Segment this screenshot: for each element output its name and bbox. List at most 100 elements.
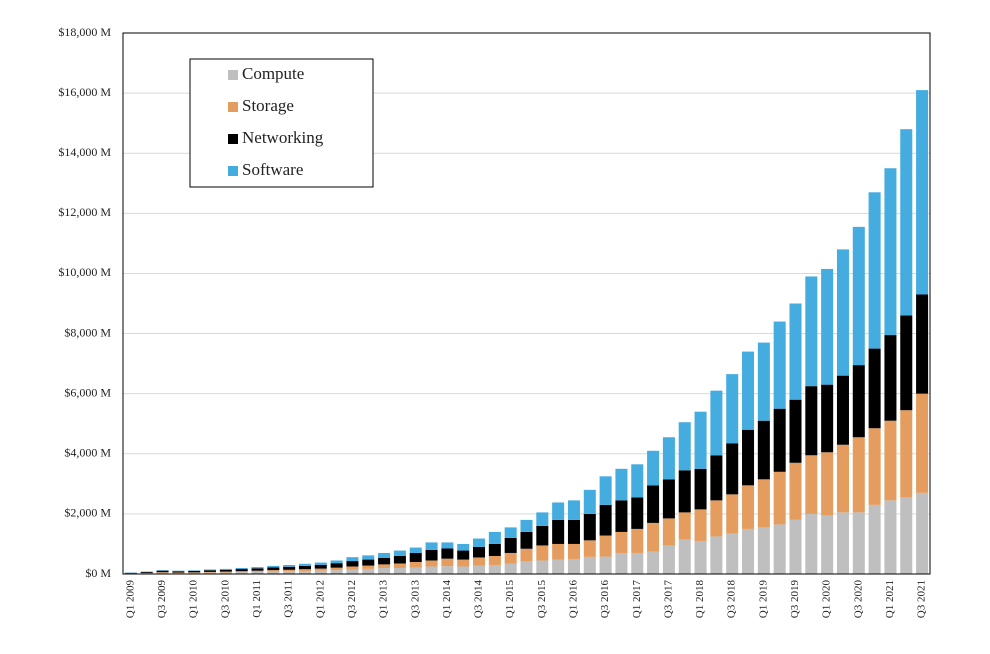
bar-segment xyxy=(631,528,644,553)
bar-segment xyxy=(852,226,865,366)
x-tick-label: Q1 2011 xyxy=(251,580,263,618)
bar-segment xyxy=(694,468,707,510)
bar-segment xyxy=(346,557,359,562)
y-tick-label: $16,000 M xyxy=(58,85,111,99)
bar-segment xyxy=(852,365,865,438)
bar-segment xyxy=(662,479,675,519)
bar-segment xyxy=(662,545,675,574)
bar-segment xyxy=(599,556,612,574)
x-tick-label: Q3 2013 xyxy=(409,580,421,619)
bar-segment xyxy=(520,531,533,549)
bar-segment xyxy=(900,315,913,411)
bar-segment xyxy=(742,351,755,430)
bar-segment xyxy=(219,569,232,572)
bar-segment xyxy=(884,420,897,501)
bar-segment xyxy=(204,571,217,573)
bar-segment xyxy=(378,567,391,574)
bar-segment xyxy=(457,566,470,574)
bar-segment xyxy=(346,569,359,574)
bar-segment xyxy=(204,572,217,574)
bar-segment xyxy=(362,568,375,574)
bar-segment xyxy=(821,452,834,516)
bar-segment xyxy=(156,570,169,571)
bar-segment xyxy=(298,565,311,570)
bar-segment xyxy=(900,129,913,316)
bar-segment xyxy=(647,551,660,574)
bar-segment xyxy=(330,570,343,574)
bar-segment xyxy=(520,548,533,562)
bar-segment xyxy=(821,384,834,453)
bar-segment xyxy=(488,543,501,556)
bar-segment xyxy=(726,494,739,534)
bar-segment xyxy=(836,375,849,445)
bar-segment xyxy=(726,533,739,574)
bar-segment xyxy=(773,408,786,472)
bar-segment xyxy=(583,556,596,574)
bar-segment xyxy=(378,557,391,565)
bar-segment xyxy=(821,515,834,574)
bar-segment xyxy=(678,422,691,471)
bar-segment xyxy=(504,527,517,538)
bar-segment xyxy=(504,537,517,553)
x-tick-label: Q1 2016 xyxy=(568,580,580,619)
bar-segment xyxy=(140,572,153,573)
bar-segment xyxy=(488,564,501,574)
bar-segment xyxy=(821,268,834,385)
bar-segment xyxy=(441,566,454,574)
bar-segment xyxy=(552,519,565,544)
legend-swatch xyxy=(228,134,238,144)
bar-segment xyxy=(678,539,691,574)
bar-segment xyxy=(742,429,755,486)
bar-segment xyxy=(267,565,280,568)
bar-segment xyxy=(710,500,723,537)
x-tick-label: Q1 2020 xyxy=(821,580,833,619)
legend-label: Networking xyxy=(242,128,324,147)
bar-segment xyxy=(599,535,612,557)
x-tick-label: Q3 2020 xyxy=(852,580,864,619)
bar-segment xyxy=(330,567,343,571)
legend-label: Storage xyxy=(242,96,294,115)
legend-swatch xyxy=(228,102,238,112)
bar-segment xyxy=(805,455,818,514)
bar-segment xyxy=(188,570,201,573)
bar-segment xyxy=(710,536,723,574)
bar-segment xyxy=(188,570,201,571)
bar-segment xyxy=(647,485,660,523)
bar-segment xyxy=(631,552,644,574)
bar-segment xyxy=(251,567,264,569)
bar-segment xyxy=(884,500,897,574)
bar-segment xyxy=(536,525,549,546)
bar-segment xyxy=(678,470,691,513)
bar-segment xyxy=(884,335,897,421)
bar-segment xyxy=(916,492,929,574)
x-tick-label: Q3 2018 xyxy=(726,580,738,619)
bar-segment xyxy=(425,560,438,567)
bar-segment xyxy=(583,540,596,557)
bar-segment xyxy=(219,568,232,570)
bar-segment xyxy=(916,393,929,493)
bar-segment xyxy=(314,562,327,565)
bar-segment xyxy=(298,563,311,566)
bar-segment xyxy=(615,500,628,532)
bar-segment xyxy=(346,566,359,570)
bar-segment xyxy=(298,569,311,571)
bar-segment xyxy=(773,471,786,525)
bar-segment xyxy=(251,571,264,574)
bar-segment xyxy=(757,479,770,528)
bar-segment xyxy=(330,563,343,568)
bar-segment xyxy=(916,90,929,295)
bar-segment xyxy=(742,485,755,529)
bar-segment xyxy=(599,476,612,505)
bar-segment xyxy=(900,497,913,574)
x-tick-label: Q1 2021 xyxy=(884,580,896,618)
bar-segment xyxy=(678,512,691,540)
bar-segment xyxy=(314,564,327,569)
bar-segment xyxy=(631,497,644,529)
bar-segment xyxy=(425,566,438,574)
bar-segment xyxy=(504,552,517,564)
bar-segment xyxy=(868,348,881,429)
bar-segment xyxy=(235,572,248,574)
bar-segment xyxy=(393,567,406,574)
x-tick-label: Q1 2017 xyxy=(631,580,643,619)
